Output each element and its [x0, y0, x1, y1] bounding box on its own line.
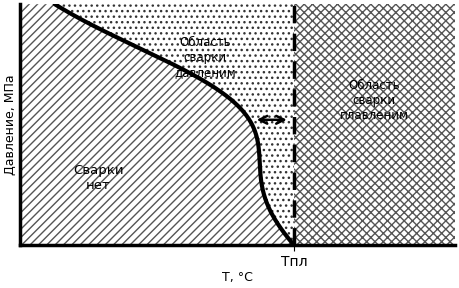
Y-axis label: Давление, МПа: Давление, МПа [4, 74, 17, 175]
Polygon shape [20, 4, 294, 245]
Text: Область
сварки
давленим: Область сварки давленим [174, 36, 236, 79]
Polygon shape [294, 4, 455, 245]
Polygon shape [55, 4, 294, 245]
X-axis label: T, °C: T, °C [222, 271, 253, 284]
Text: Сварки
нет: Сварки нет [73, 164, 123, 192]
Text: Область
сварки
плавленим: Область сварки плавленим [340, 79, 409, 122]
